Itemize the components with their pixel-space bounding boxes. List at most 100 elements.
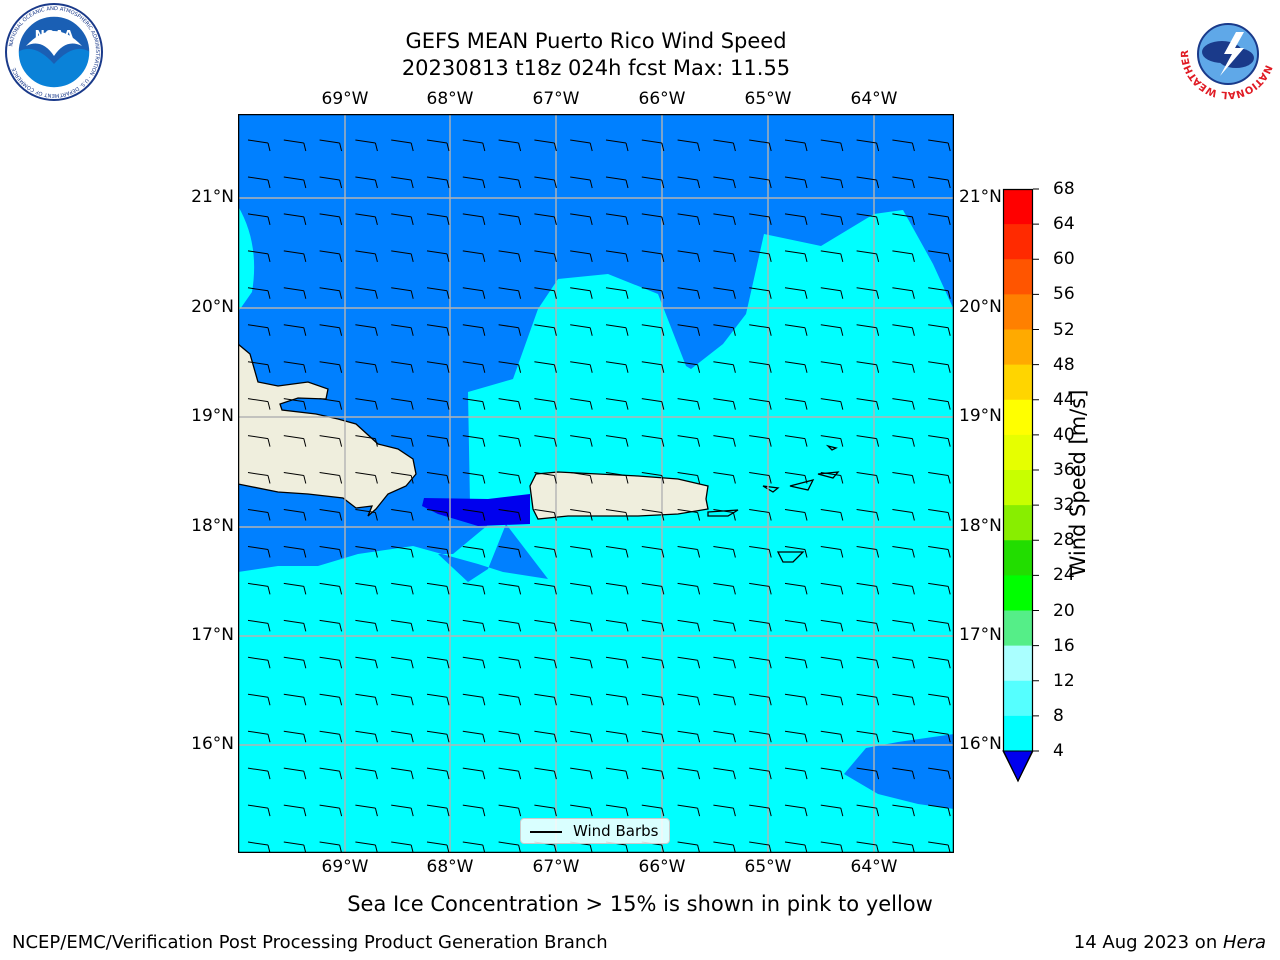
wind-barb bbox=[283, 472, 307, 484]
wind-barb bbox=[283, 361, 307, 373]
lat-tick-right: 21°N bbox=[959, 187, 1002, 207]
wind-barb bbox=[498, 582, 522, 595]
wind-barb bbox=[605, 472, 629, 484]
colorbar-tick-label: 68 bbox=[1053, 179, 1075, 199]
wind-barb bbox=[820, 804, 844, 817]
wind-barb bbox=[534, 545, 557, 558]
wind-barb bbox=[355, 656, 378, 669]
wind-barb bbox=[713, 324, 736, 336]
lat-tick-left: 18°N bbox=[191, 516, 234, 536]
wind-barb bbox=[928, 176, 951, 189]
wind-barb bbox=[784, 139, 808, 152]
wind-barb bbox=[749, 213, 772, 226]
colorbar-tick-label: 40 bbox=[1053, 424, 1075, 445]
wind-barb bbox=[784, 213, 808, 226]
wind-barb bbox=[820, 472, 844, 484]
wind-barb bbox=[749, 804, 772, 817]
wind-barb bbox=[498, 324, 522, 336]
wind-barb bbox=[784, 398, 808, 410]
map-legend: Wind Barbs bbox=[520, 818, 670, 844]
wind-barb bbox=[355, 435, 378, 447]
wind-barb bbox=[391, 324, 414, 336]
wind-barb bbox=[391, 435, 414, 447]
wind-barb bbox=[426, 435, 450, 447]
wind-barb bbox=[713, 767, 736, 780]
wind-barb bbox=[534, 472, 557, 484]
wind-barb bbox=[713, 213, 736, 226]
wind-barb bbox=[677, 804, 701, 817]
wind-barb bbox=[283, 619, 307, 632]
wind-barb bbox=[462, 582, 486, 595]
wind-barb bbox=[534, 767, 557, 780]
wind-barb bbox=[426, 287, 450, 299]
wind-barb bbox=[677, 287, 701, 299]
wind-barb bbox=[820, 287, 844, 299]
wind-barb bbox=[820, 324, 844, 336]
wind-barb bbox=[928, 324, 951, 336]
lon-tick-bottom: 65°W bbox=[744, 857, 792, 877]
wind-barb bbox=[713, 693, 736, 706]
lat-tick-left: 17°N bbox=[191, 625, 234, 645]
wind-barb bbox=[426, 582, 450, 595]
wind-barb bbox=[892, 582, 915, 595]
wind-barb bbox=[856, 435, 880, 447]
wind-barb bbox=[570, 619, 593, 632]
wind-barb bbox=[605, 324, 629, 336]
wind-barb bbox=[283, 139, 307, 152]
wind-barb bbox=[820, 656, 844, 669]
wind-barb bbox=[677, 398, 701, 410]
wind-barb bbox=[892, 250, 915, 262]
wind-barb bbox=[283, 398, 307, 410]
graticule bbox=[238, 114, 954, 853]
wind-barb bbox=[498, 250, 522, 262]
wind-barb bbox=[283, 767, 307, 780]
wind-barb bbox=[498, 472, 522, 484]
wind-barb bbox=[784, 472, 808, 484]
wind-barb bbox=[355, 841, 378, 853]
wind-barb bbox=[713, 287, 736, 299]
wind-barb bbox=[462, 767, 486, 780]
wind-barb bbox=[856, 324, 880, 336]
wind-barb bbox=[498, 619, 522, 632]
wind-barb bbox=[928, 619, 951, 632]
wind-barb bbox=[462, 250, 486, 262]
wind-barb bbox=[391, 250, 414, 262]
land-hispaniola bbox=[238, 343, 417, 517]
map-subtitle: 20230813 t18z 024h fcst Max: 11.55 bbox=[401, 56, 791, 80]
lon-tick-top: 68°W bbox=[426, 89, 474, 109]
wind-barb bbox=[462, 545, 486, 558]
wind-barb bbox=[247, 324, 271, 336]
lon-tick-top: 65°W bbox=[744, 89, 792, 109]
lat-tick-left: 16°N bbox=[191, 734, 234, 754]
wind-barb bbox=[426, 213, 450, 226]
lat-tick-left: 21°N bbox=[191, 187, 234, 207]
wind-barb bbox=[784, 324, 808, 336]
wind-barb bbox=[534, 398, 557, 410]
wind-barb bbox=[247, 619, 271, 632]
wind-barb bbox=[605, 398, 629, 410]
wind-barb bbox=[283, 250, 307, 262]
wind-barb bbox=[534, 324, 557, 336]
map-title: GEFS MEAN Puerto Rico Wind Speed bbox=[405, 29, 787, 53]
wind-barb bbox=[784, 545, 808, 558]
lon-tick-bottom: 66°W bbox=[638, 857, 686, 877]
wind-barb bbox=[928, 693, 951, 706]
wind-barb bbox=[856, 361, 880, 373]
wind-barb bbox=[355, 693, 378, 706]
wind-barb bbox=[713, 656, 736, 669]
wind-barb bbox=[784, 509, 808, 521]
wind-barb bbox=[641, 139, 665, 152]
wind-barb bbox=[498, 841, 522, 853]
wind-barb bbox=[570, 176, 593, 189]
wind-barb bbox=[462, 841, 486, 853]
wind-barb bbox=[892, 472, 915, 484]
wind-barb bbox=[319, 730, 343, 743]
wind-barb bbox=[355, 582, 378, 595]
wind-barb bbox=[820, 250, 844, 262]
wind-barb bbox=[391, 545, 414, 558]
lon-tick-top: 69°W bbox=[321, 89, 369, 109]
wind-barb bbox=[605, 767, 629, 780]
wind-barb bbox=[713, 841, 736, 853]
wind-barb bbox=[892, 509, 915, 521]
wind-barb bbox=[391, 582, 414, 595]
